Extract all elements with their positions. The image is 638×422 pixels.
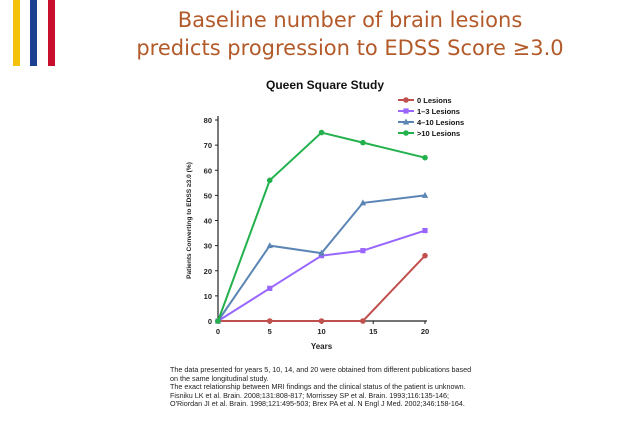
data-point xyxy=(266,177,273,184)
y-tick-label: 80 xyxy=(204,116,212,125)
legend-marker xyxy=(403,130,409,136)
data-point xyxy=(422,252,428,259)
y-tick-label: 40 xyxy=(204,217,212,226)
footnote-line: on the same longitudinal study. xyxy=(170,373,269,383)
y-axis-label: Patients Converting to EDSS ≥3.0 (%) xyxy=(186,162,193,279)
x-tick-label: 0 xyxy=(216,327,220,336)
data-point xyxy=(360,318,366,324)
x-tick-label: 5 xyxy=(268,327,272,336)
y-tick-label: 50 xyxy=(204,191,212,200)
legend-marker xyxy=(402,118,410,125)
legend-label: 4–10 Lesions xyxy=(417,118,464,127)
legend-marker xyxy=(403,108,409,114)
accent-bar-red xyxy=(48,0,55,66)
footnote: The data presented for years 5, 10, 14, … xyxy=(170,365,570,409)
legend-label: >10 Lesions xyxy=(417,129,460,138)
series-line xyxy=(218,254,426,322)
data-point xyxy=(360,139,366,146)
footnote-line: Fisniku LK et al. Brain. 2008;131:808-81… xyxy=(170,390,450,400)
slide-title-line-2: predicts progression to EDSS Score ≥3.0 xyxy=(136,36,564,60)
accent-bar-yellow xyxy=(13,0,20,66)
x-tick-label: 20 xyxy=(421,327,429,336)
chart-title: Queen Square Study xyxy=(266,78,384,92)
data-point xyxy=(267,285,273,291)
y-tick-label: 70 xyxy=(204,141,212,150)
data-point xyxy=(318,129,325,136)
line-chart: Queen Square Study 0 10 20 30 40 50 60 70 80 0 5 10 1… xyxy=(186,78,464,351)
series-line xyxy=(217,131,426,322)
data-point xyxy=(266,242,273,249)
y-tick-label: 0 xyxy=(208,317,212,326)
x-tick-label: 10 xyxy=(317,327,325,336)
footnote-line: O'Riordan JI et al. Brain. 1998;121:495-… xyxy=(170,399,465,409)
legend-label: 1–3 Lesions xyxy=(417,107,460,116)
y-tick-label: 20 xyxy=(204,267,212,276)
legend-label: 0 Lesions xyxy=(417,96,452,105)
x-axis-label: Years xyxy=(311,342,333,351)
data-point xyxy=(422,227,428,234)
data-point xyxy=(422,154,428,161)
data-point xyxy=(359,199,367,206)
data-point xyxy=(266,318,273,324)
y-tick-label: 30 xyxy=(204,242,212,251)
data-point xyxy=(421,191,429,198)
data-point xyxy=(318,318,325,324)
data-point xyxy=(360,248,366,254)
footnote-line: The exact relationship between MRI findi… xyxy=(170,382,466,392)
footnote-line: The data presented for years 5, 10, 14, … xyxy=(170,365,472,374)
slide-title-line-1: Baseline number of brain lesions xyxy=(177,8,523,32)
data-point xyxy=(318,249,325,256)
x-tick-label: 15 xyxy=(369,327,377,336)
legend-marker xyxy=(403,97,409,103)
accent-bar-blue xyxy=(30,0,37,66)
data-point xyxy=(318,253,325,259)
y-tick-label: 10 xyxy=(204,292,212,301)
data-point xyxy=(215,318,221,324)
y-tick-label: 60 xyxy=(204,166,212,175)
